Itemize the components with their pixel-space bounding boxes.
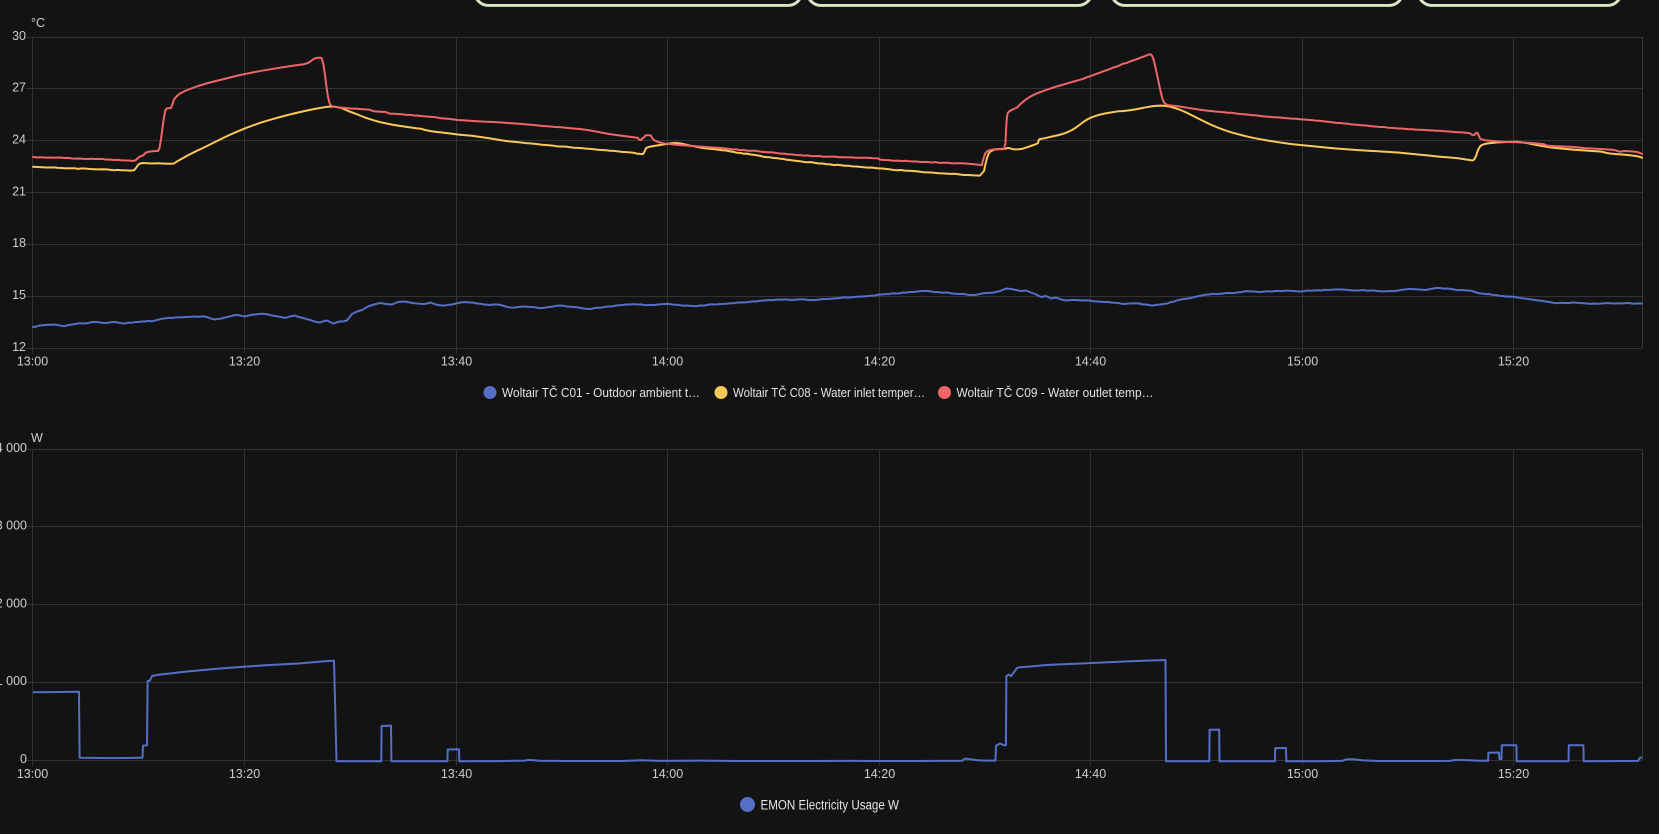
svg-text:4 000: 4 000 <box>0 441 27 455</box>
svg-text:2 000: 2 000 <box>0 596 27 610</box>
svg-text:Woltair TČ C01 - Outdoor ambie: Woltair TČ C01 - Outdoor ambient t… <box>502 385 700 400</box>
svg-text:13:00: 13:00 <box>17 355 48 369</box>
svg-text:13:40: 13:40 <box>441 767 472 781</box>
svg-text:14:20: 14:20 <box>864 355 895 369</box>
svg-text:14:40: 14:40 <box>1075 355 1106 369</box>
svg-text:13:00: 13:00 <box>17 767 48 781</box>
svg-text:13:20: 13:20 <box>229 767 260 781</box>
svg-text:30: 30 <box>12 29 26 43</box>
svg-text:27: 27 <box>12 81 26 95</box>
svg-text:15:20: 15:20 <box>1498 767 1529 781</box>
svg-text:13:40: 13:40 <box>441 355 472 369</box>
svg-text:Woltair TČ C09 - Water outlet: Woltair TČ C09 - Water outlet temp… <box>957 385 1154 400</box>
svg-text:14:00: 14:00 <box>652 355 683 369</box>
svg-text:15: 15 <box>12 288 26 302</box>
svg-text:13:20: 13:20 <box>229 355 260 369</box>
svg-text:Woltair TČ C08 - Water inlet t: Woltair TČ C08 - Water inlet temper… <box>733 385 925 400</box>
svg-text:14:20: 14:20 <box>864 767 895 781</box>
svg-text:0: 0 <box>20 752 27 766</box>
svg-text:EMON Electricity Usage W: EMON Electricity Usage W <box>761 798 900 813</box>
svg-text:21: 21 <box>12 184 26 198</box>
svg-text:14:40: 14:40 <box>1075 767 1106 781</box>
svg-text:15:00: 15:00 <box>1287 355 1318 369</box>
svg-text:15:00: 15:00 <box>1287 767 1318 781</box>
svg-text:18: 18 <box>12 236 26 250</box>
svg-text:14:00: 14:00 <box>652 767 683 781</box>
svg-text:15:20: 15:20 <box>1498 355 1529 369</box>
svg-text:°C: °C <box>31 16 45 30</box>
svg-text:12: 12 <box>12 340 26 354</box>
svg-text:1 000: 1 000 <box>0 674 27 688</box>
svg-text:W: W <box>31 431 43 445</box>
svg-text:3 000: 3 000 <box>0 519 27 533</box>
svg-text:24: 24 <box>12 133 26 147</box>
